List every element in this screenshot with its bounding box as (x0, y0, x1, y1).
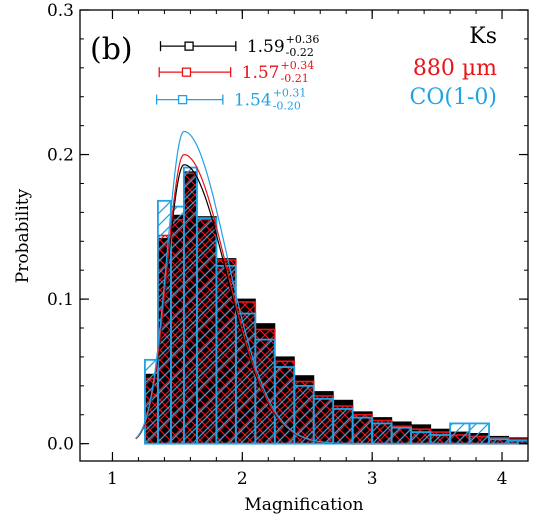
panel-label: (b) (90, 32, 133, 67)
bar-co-1-0 (449, 422, 471, 445)
bar-co-1-0 (429, 434, 451, 445)
bar-co-1-0 (410, 431, 432, 445)
errorbar-co-1-0: 1.54 +0.31-0.20 (155, 87, 307, 113)
errorbar-minus: -0.21 (280, 72, 308, 85)
axis-ticks: 1 2 3 4 0.0 0.1 0.2 0.3 (47, 1, 528, 489)
y-tick-label: 0.3 (47, 1, 74, 21)
fit-curves (135, 130, 528, 445)
bar-co-1-0 (312, 397, 335, 445)
x-tick-label: 4 (497, 469, 508, 489)
x-tick-label: 3 (367, 469, 378, 489)
errorbar-plus: +0.36 (286, 33, 320, 46)
y-tick-label: 0.0 (47, 435, 74, 455)
errorbar-marker (181, 67, 192, 77)
plot-frame (79, 9, 529, 462)
errorbar-marker (177, 94, 188, 105)
histogram-bars (144, 166, 528, 445)
errorbar-minus: -0.20 (273, 100, 301, 113)
y-tick-label: 0.1 (47, 290, 74, 310)
legend-880um: 880 µm (413, 56, 497, 81)
bar-co-1-0 (332, 408, 354, 445)
y-tick-label: 0.2 (47, 146, 74, 166)
errorbar-value: 1.59 (247, 37, 285, 57)
bar-co-1-0 (468, 422, 490, 445)
x-tick-label: 2 (237, 469, 248, 489)
bar-co-1-0 (371, 422, 393, 445)
bar-co-1-0 (195, 217, 218, 445)
x-tick-label: 1 (107, 469, 118, 489)
legend-co10: CO(1-0) (410, 85, 497, 110)
bar-co-1-0 (488, 438, 510, 445)
bar-co-1-0 (390, 426, 413, 445)
fit-curve-co-1-0 (135, 130, 528, 445)
legend: Ks 880 µm CO(1-0) (410, 24, 498, 110)
error-bars: 1.59 +0.36-0.221.57 +0.34-0.211.54 +0.31-0.… (155, 33, 320, 113)
errorbar-880-m: 1.57 +0.34-0.21 (158, 59, 314, 85)
errorbar-plus: +0.34 (280, 59, 314, 72)
bar-co-1-0 (182, 166, 198, 445)
errorbar-value: 1.54 (234, 91, 272, 111)
series-co-1-0 (144, 166, 528, 445)
errorbar-minus: -0.22 (286, 46, 314, 59)
errorbar-marker (184, 41, 194, 51)
bar-co-1-0 (351, 416, 374, 445)
x-axis-label: Magnification (244, 495, 363, 515)
errorbar-ks: 1.59 +0.36-0.22 (159, 33, 320, 59)
errorbar-value: 1.57 (242, 63, 280, 83)
bar-co-1-0 (169, 205, 185, 445)
y-axis-label: Probability (13, 188, 33, 283)
legend-ks: Ks (469, 24, 497, 49)
errorbar-plus: +0.31 (273, 87, 307, 100)
